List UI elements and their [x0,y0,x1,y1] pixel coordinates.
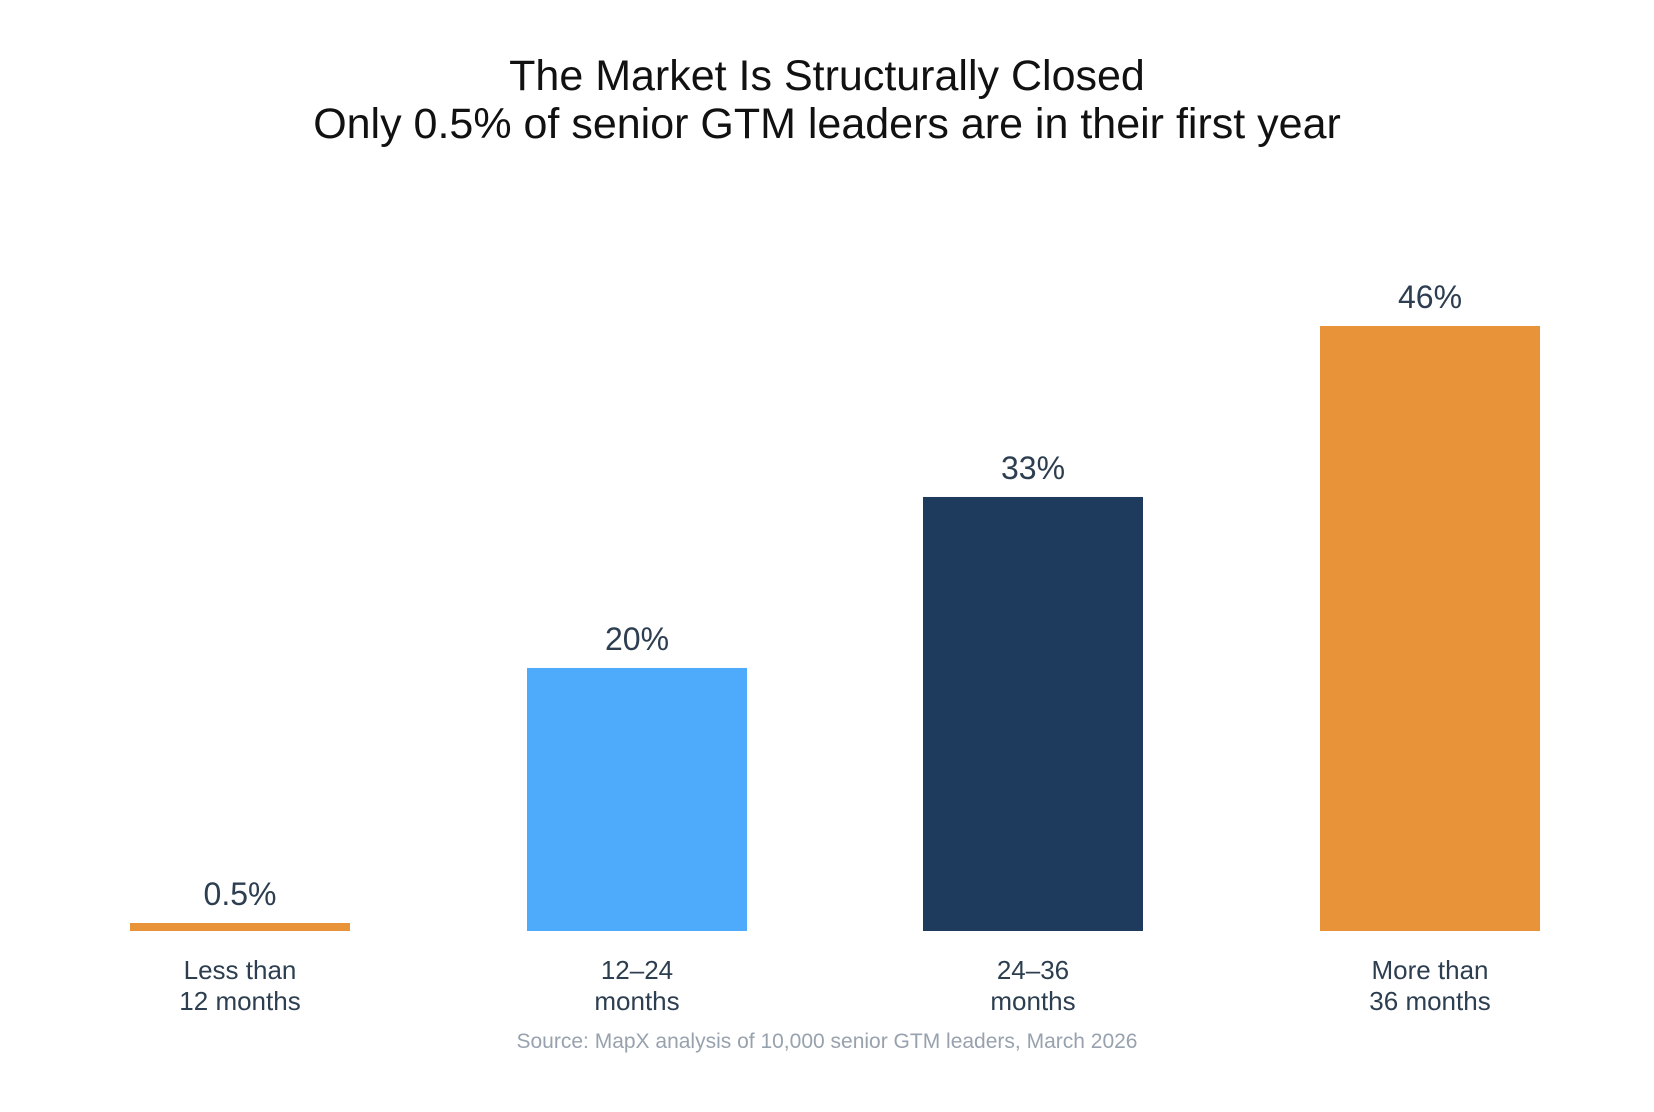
category-label-2: 12–24 months [594,955,679,1016]
bar-1 [130,923,350,931]
chart-subtitle: Only 0.5% of senior GTM leaders are in t… [313,100,1341,148]
value-label-3: 33% [1001,450,1065,486]
category-label-1: Less than 12 months [179,955,300,1016]
category-label-4: More than 36 months [1369,955,1490,1016]
value-label-4: 46% [1398,279,1462,315]
value-label-1: 0.5% [204,876,277,912]
bar-2 [527,667,747,931]
bar-3 [923,496,1143,931]
value-label-2: 20% [605,621,669,657]
bar-4 [1320,326,1540,931]
chart-title: The Market Is Structurally Closed [509,52,1145,100]
source-note: Source: MapX analysis of 10,000 senior G… [516,1030,1138,1053]
category-label-3: 24–36 months [990,955,1075,1016]
